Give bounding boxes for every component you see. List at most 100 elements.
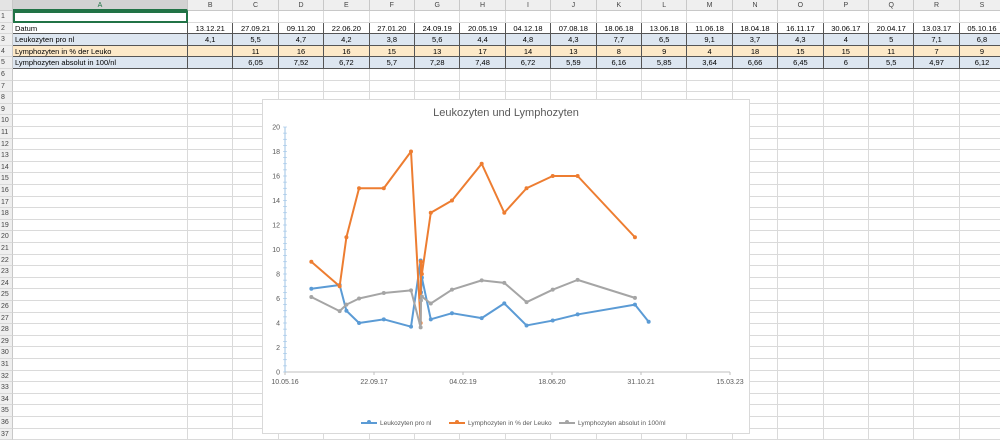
data-cell[interactable] bbox=[778, 277, 824, 290]
data-cell[interactable]: 4,4 bbox=[460, 34, 506, 46]
data-cell[interactable]: 15 bbox=[823, 45, 869, 58]
data-cell[interactable] bbox=[732, 393, 779, 406]
data-cell[interactable]: 6,72 bbox=[324, 57, 370, 69]
data-cell[interactable] bbox=[959, 278, 1000, 290]
data-cell[interactable]: 4 bbox=[823, 34, 869, 46]
data-cell[interactable] bbox=[959, 417, 1000, 429]
data-cell[interactable] bbox=[188, 45, 234, 58]
row-label-cell[interactable] bbox=[13, 277, 188, 290]
data-cell[interactable]: 5,7 bbox=[369, 57, 415, 69]
data-cell[interactable] bbox=[914, 173, 960, 185]
data-cell[interactable] bbox=[188, 185, 234, 197]
data-cell[interactable] bbox=[732, 289, 779, 301]
data-cell[interactable] bbox=[596, 69, 642, 81]
data-cell[interactable]: 09.11.20 bbox=[278, 22, 325, 35]
data-cell[interactable] bbox=[869, 370, 915, 383]
data-cell[interactable] bbox=[869, 254, 915, 267]
data-cell[interactable] bbox=[914, 161, 960, 174]
data-cell[interactable] bbox=[914, 80, 960, 93]
data-cell[interactable] bbox=[869, 69, 915, 81]
column-header-m[interactable]: M bbox=[687, 0, 733, 11]
data-cell[interactable] bbox=[959, 173, 1000, 185]
data-cell[interactable] bbox=[914, 196, 960, 209]
data-cell[interactable] bbox=[188, 428, 234, 440]
row-header-16[interactable]: 16 bbox=[0, 185, 13, 197]
row-label-cell[interactable] bbox=[13, 92, 188, 104]
data-cell[interactable] bbox=[823, 161, 869, 174]
data-cell[interactable] bbox=[278, 80, 325, 93]
data-cell[interactable] bbox=[914, 219, 960, 232]
row-header-35[interactable]: 35 bbox=[0, 405, 13, 417]
row-header-33[interactable]: 33 bbox=[0, 382, 13, 394]
data-cell[interactable] bbox=[823, 196, 869, 209]
data-cell[interactable]: 9 bbox=[642, 45, 688, 58]
data-cell[interactable] bbox=[914, 393, 960, 406]
data-cell[interactable] bbox=[732, 359, 779, 371]
data-cell[interactable] bbox=[823, 92, 869, 104]
row-header-20[interactable]: 20 bbox=[0, 231, 13, 243]
data-cell[interactable]: 15 bbox=[369, 45, 415, 58]
data-cell[interactable] bbox=[188, 231, 234, 243]
data-cell[interactable]: 13.03.17 bbox=[914, 22, 960, 35]
row-label-cell[interactable] bbox=[13, 266, 188, 278]
data-cell[interactable] bbox=[188, 208, 234, 220]
data-cell[interactable] bbox=[324, 80, 370, 93]
column-header-b[interactable]: B bbox=[188, 0, 234, 11]
data-cell[interactable]: 5,6 bbox=[415, 34, 461, 46]
data-cell[interactable]: 3,64 bbox=[687, 57, 733, 69]
data-cell[interactable] bbox=[732, 173, 779, 185]
data-cell[interactable] bbox=[959, 359, 1000, 371]
row-label-cell[interactable] bbox=[13, 417, 188, 429]
data-cell[interactable] bbox=[188, 138, 234, 151]
data-cell[interactable]: 6 bbox=[823, 57, 869, 69]
data-cell[interactable] bbox=[914, 347, 960, 359]
data-cell[interactable] bbox=[233, 92, 279, 104]
data-cell[interactable] bbox=[914, 92, 960, 104]
data-cell[interactable]: 20.05.19 bbox=[460, 22, 506, 35]
data-cell[interactable] bbox=[233, 69, 279, 81]
data-cell[interactable]: 6,45 bbox=[778, 57, 824, 69]
data-cell[interactable] bbox=[732, 69, 779, 81]
data-cell[interactable] bbox=[823, 347, 869, 359]
data-cell[interactable] bbox=[959, 231, 1000, 243]
data-cell[interactable]: 4 bbox=[687, 45, 733, 58]
column-header-o[interactable]: O bbox=[778, 0, 824, 11]
data-cell[interactable] bbox=[732, 115, 779, 127]
data-cell[interactable] bbox=[778, 335, 824, 348]
data-cell[interactable] bbox=[188, 289, 234, 301]
data-cell[interactable] bbox=[823, 80, 869, 93]
row-label-cell[interactable] bbox=[13, 359, 188, 371]
data-cell[interactable] bbox=[914, 185, 960, 197]
data-cell[interactable] bbox=[959, 11, 1000, 23]
data-cell[interactable] bbox=[732, 231, 779, 243]
data-cell[interactable] bbox=[460, 11, 506, 23]
data-cell[interactable] bbox=[823, 150, 869, 162]
row-label-cell[interactable] bbox=[13, 208, 188, 220]
data-cell[interactable] bbox=[869, 92, 915, 104]
data-cell[interactable] bbox=[778, 173, 824, 185]
data-cell[interactable] bbox=[732, 417, 779, 429]
data-cell[interactable] bbox=[914, 103, 960, 116]
data-cell[interactable] bbox=[823, 103, 869, 116]
data-cell[interactable]: 5,85 bbox=[642, 57, 688, 69]
data-cell[interactable] bbox=[732, 324, 779, 336]
data-cell[interactable] bbox=[959, 336, 1000, 348]
data-cell[interactable] bbox=[959, 394, 1000, 406]
data-cell[interactable] bbox=[914, 301, 960, 313]
data-cell[interactable] bbox=[778, 289, 824, 301]
row-label-cell[interactable] bbox=[13, 173, 188, 185]
data-cell[interactable] bbox=[778, 301, 824, 313]
data-cell[interactable] bbox=[914, 382, 960, 394]
data-cell[interactable] bbox=[778, 138, 824, 151]
row-label-cell[interactable] bbox=[13, 301, 188, 313]
data-cell[interactable] bbox=[914, 231, 960, 243]
data-cell[interactable] bbox=[188, 69, 234, 81]
data-cell[interactable] bbox=[732, 138, 779, 151]
data-cell[interactable] bbox=[823, 173, 869, 185]
row-header-10[interactable]: 10 bbox=[0, 115, 13, 127]
row-label-cell[interactable]: Leukozyten pro nl bbox=[13, 34, 188, 46]
row-header-3[interactable]: 3 bbox=[0, 34, 13, 46]
data-cell[interactable] bbox=[823, 289, 869, 301]
data-cell[interactable] bbox=[869, 301, 915, 313]
data-cell[interactable]: 4,3 bbox=[778, 34, 824, 46]
